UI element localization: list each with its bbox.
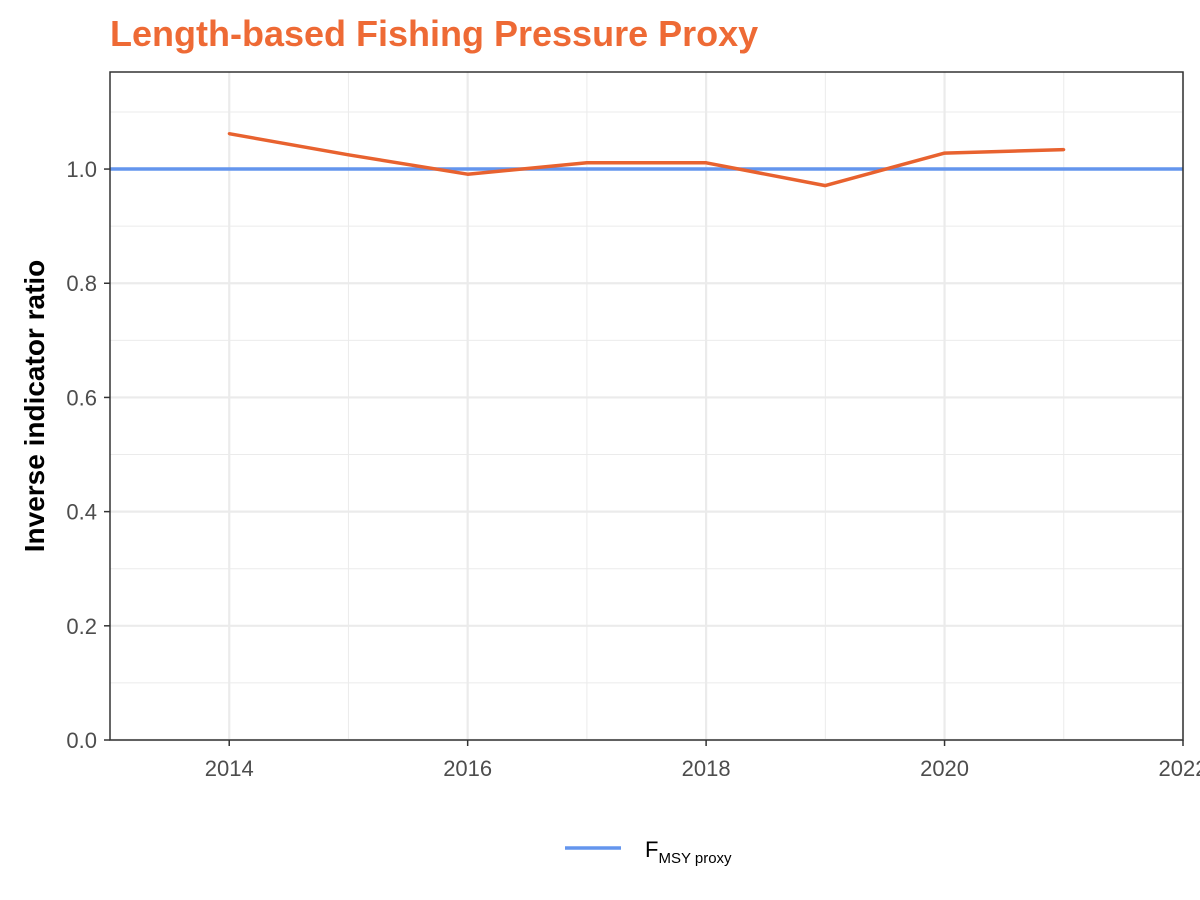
y-tick-label: 0.2 [66, 614, 97, 639]
legend-label-main: F [645, 837, 658, 862]
chart-title: Length-based Fishing Pressure Proxy [110, 13, 758, 54]
data-point [823, 184, 827, 188]
x-tick-labels: 2014 2016 2018 2020 2022 [205, 756, 1200, 781]
y-tick-label: 0.4 [66, 500, 97, 525]
axis-ticks [104, 168, 1184, 746]
data-point [227, 132, 231, 136]
series-layer [227, 131, 1066, 188]
series-line [228, 131, 1064, 188]
y-axis-label: Inverse indicator ratio [19, 260, 50, 553]
data-point [704, 161, 708, 165]
legend-label-fmsy-proxy: FMSY proxy [645, 837, 732, 867]
grid-minor [110, 72, 1183, 740]
legend: FMSY proxy [565, 837, 732, 867]
y-tick-labels: 0.0 0.2 0.4 0.6 0.8 1.0 [66, 157, 97, 753]
panel-border [109, 71, 1184, 741]
y-tick-label: 0.0 [66, 728, 97, 753]
x-tick-label: 2014 [205, 756, 254, 781]
x-tick-label: 2018 [682, 756, 731, 781]
x-tick-label: 2020 [920, 756, 969, 781]
y-tick-label: 0.8 [66, 271, 97, 296]
data-point [466, 172, 470, 176]
x-tick-label: 2022 [1159, 756, 1200, 781]
grid-major [110, 72, 1185, 742]
data-point [346, 153, 350, 157]
data-point [943, 151, 947, 155]
x-tick-label: 2016 [443, 756, 492, 781]
legend-label-subscript: MSY proxy [658, 850, 732, 867]
y-tick-label: 0.6 [66, 385, 97, 410]
data-point [585, 161, 589, 165]
y-tick-label: 1.0 [66, 157, 97, 182]
data-point [1062, 148, 1066, 152]
